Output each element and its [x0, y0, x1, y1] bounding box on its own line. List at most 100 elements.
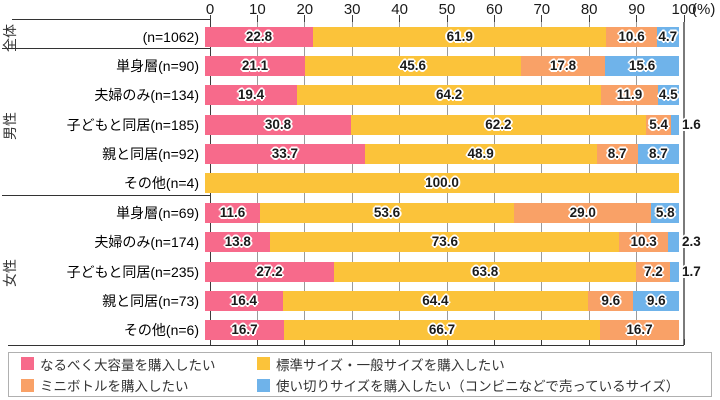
row-label: 夫婦のみ(n=134) [94, 87, 199, 104]
value-label-outside: 1.6 [682, 116, 701, 132]
value-label: 61.9 [446, 28, 473, 44]
bar-track: 21.1 45.6 17.8 15.6 [205, 56, 679, 77]
value-label: 16.7 [231, 322, 258, 338]
bar-segment: 17.8 [520, 56, 606, 77]
bar-segment: 22.8 [205, 26, 314, 47]
value-label: 13.8 [224, 234, 251, 250]
axis-tick-top [683, 15, 685, 22]
value-label: 66.7 [428, 322, 456, 338]
row-label: その他(n=4) [123, 175, 199, 192]
table-row: 子どもと同居(n=185) 30.8 62.2 5.4 1.6 [0, 110, 720, 139]
value-label-outside: 1.7 [682, 263, 701, 279]
value-label: 11.9 [616, 87, 643, 103]
x-axis: (%) 0 10 20 30 40 50 60 70 80 90 100 [0, 0, 720, 22]
stacked-bar: 16.7 66.7 16.7 [205, 320, 679, 341]
table-row: 子どもと同居(n=235) 27.2 63.8 7.2 1.7 [0, 257, 720, 286]
value-label: 15.6 [628, 58, 656, 74]
value-label: 19.4 [237, 87, 265, 103]
bar-segment: 7.2 [636, 261, 671, 282]
value-label: 21.1 [241, 58, 269, 74]
bar-segment: 4.5 [657, 85, 679, 106]
row-label: 子どもと同居(n=235) [66, 263, 199, 280]
bar-track: 33.7 48.9 8.7 8.7 [205, 144, 679, 165]
legend-swatch [257, 357, 270, 371]
value-label: 4.7 [658, 28, 678, 44]
axis-tick-bottom [541, 339, 543, 345]
row-label: 単身層(n=69) [116, 204, 199, 221]
value-label: 33.7 [271, 146, 298, 162]
bar-segment: 11.6 [205, 202, 260, 223]
group-label: 女性 [2, 258, 18, 287]
bar-segment [670, 261, 679, 282]
x-tick-label: 30 [343, 1, 361, 18]
group-separator-line [2, 195, 210, 197]
bar-track: 11.6 53.6 29.0 5.8 [205, 202, 679, 223]
value-label: 5.8 [655, 204, 675, 220]
value-label: 16.7 [626, 322, 653, 338]
x-tick-label: 100 [671, 1, 697, 18]
x-tick-label: 60 [486, 1, 503, 18]
legend-item: 標準サイズ・一般サイズを購入したい [257, 354, 711, 374]
bar-track: 16.4 64.4 9.6 9.6 [205, 290, 679, 311]
x-tick-label: 10 [249, 1, 266, 18]
value-label: 62.2 [485, 116, 512, 132]
bar-track: 100.0 [205, 173, 679, 194]
stacked-bar: 21.1 45.6 17.8 15.6 [205, 56, 679, 77]
table-row: 親と同居(n=73) 16.4 64.4 9.6 9.6 [0, 286, 720, 315]
bar-segment: 8.7 [637, 144, 679, 165]
bar-track: 13.8 73.6 10.3 2.3 [205, 232, 701, 253]
x-tick-label: 20 [296, 1, 314, 18]
table-row: その他(n=6) 16.7 66.7 16.7 [0, 316, 720, 345]
bar-segment: 10.3 [619, 232, 669, 253]
legend-swatch [21, 357, 34, 371]
axis-tick-bottom [683, 339, 685, 345]
value-label: 16.4 [230, 292, 257, 308]
value-label: 5.4 [649, 116, 668, 132]
legend-item: 使い切りサイズを購入したい（コンビニなどで売っているサイズ） [257, 375, 711, 395]
bar-segment: 9.6 [633, 290, 679, 311]
legend-label: なるべく大容量を購入したい [40, 357, 216, 373]
bar-segment: 8.7 [596, 144, 638, 165]
bar-segment: 5.8 [651, 202, 679, 223]
value-label: 11.6 [219, 204, 246, 220]
stacked-bar: 22.8 61.9 10.6 4.7 [205, 26, 679, 47]
legend-label: ミニボトルを購入したい [40, 379, 189, 395]
bar-track: 22.8 61.9 10.6 4.7 [205, 26, 679, 47]
bar-segment: 19.4 [205, 85, 297, 106]
axis-tick-top [541, 15, 543, 22]
value-label: 8.7 [607, 146, 627, 162]
bar-segment: 45.6 [304, 56, 521, 77]
axis-tick-top [351, 15, 353, 22]
value-label: 4.5 [658, 87, 678, 103]
stacked-bar: 11.6 53.6 29.0 5.8 [205, 202, 679, 223]
table-row: 単身層(n=69) 11.6 53.6 29.0 5.8 [0, 198, 720, 227]
value-label: 53.6 [373, 204, 401, 220]
bar-segment: 13.8 [205, 232, 271, 253]
gridline [683, 22, 685, 345]
axis-tick-bottom [351, 339, 353, 345]
stacked-bar: 33.7 48.9 8.7 8.7 [205, 144, 679, 165]
stacked-bar: 19.4 64.2 11.9 4.5 [205, 85, 679, 106]
bar-segment: 9.6 [587, 290, 634, 311]
bar-segment [671, 114, 679, 135]
stacked-bar: 13.8 73.6 10.3 [205, 232, 679, 253]
axis-tick-bottom [493, 339, 495, 345]
legend-label: 使い切りサイズを購入したい（コンビニなどで売っているサイズ） [276, 379, 680, 395]
row-label: (n=1062) [142, 28, 199, 45]
bar-segment: 64.4 [282, 290, 588, 311]
value-label-outside: 2.3 [682, 234, 701, 250]
legend-item: なるべく大容量を購入したい [21, 354, 257, 374]
axis-unit-label: (%) [692, 1, 716, 18]
x-tick-label: 90 [628, 1, 645, 18]
value-label: 73.6 [431, 234, 458, 250]
axis-tick-top [636, 15, 638, 22]
group-label: 全体 [2, 23, 18, 52]
table-row: (n=1062) 22.8 61.9 10.6 4.7 [0, 22, 720, 51]
bar-segment: 62.2 [350, 114, 646, 135]
bar-segment: 4.7 [656, 26, 679, 47]
legend-swatch [257, 378, 270, 392]
bar-segment: 21.1 [205, 56, 305, 77]
stacked-bar: 27.2 63.8 7.2 [205, 261, 679, 282]
axis-tick-bottom [304, 339, 306, 345]
